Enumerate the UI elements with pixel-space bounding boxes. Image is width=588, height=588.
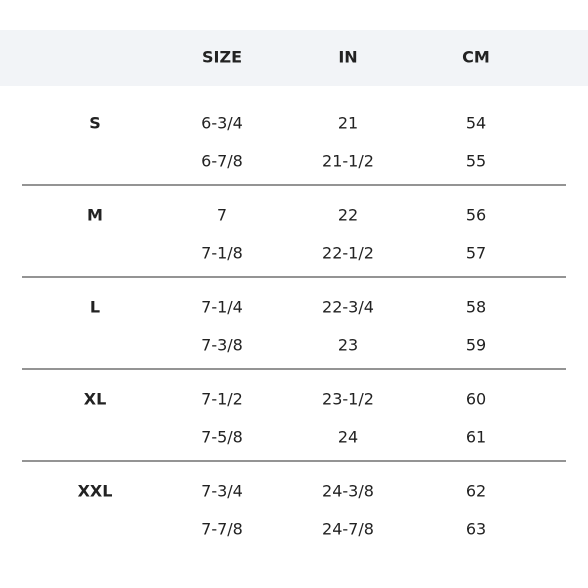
cell: 21 bbox=[338, 114, 358, 133]
header-band bbox=[0, 30, 588, 86]
cell: 23 bbox=[338, 336, 358, 355]
cell: 61 bbox=[466, 428, 486, 447]
cell: 24-3/8 bbox=[322, 482, 374, 501]
size-label: L bbox=[90, 298, 100, 317]
size-label: S bbox=[89, 114, 101, 133]
cell: 7-7/8 bbox=[201, 520, 243, 539]
cell: 6-3/4 bbox=[201, 114, 243, 133]
column-header: IN bbox=[338, 48, 357, 67]
cell: 22-1/2 bbox=[322, 244, 374, 263]
size-label: XL bbox=[84, 390, 107, 409]
cell: 6-7/8 bbox=[201, 152, 243, 171]
cell: 60 bbox=[466, 390, 486, 409]
cell: 23-1/2 bbox=[322, 390, 374, 409]
cell: 63 bbox=[466, 520, 486, 539]
cell: 24 bbox=[338, 428, 358, 447]
cell: 7-5/8 bbox=[201, 428, 243, 447]
cell: 24-7/8 bbox=[322, 520, 374, 539]
cell: 7-1/4 bbox=[201, 298, 243, 317]
size-label: XXL bbox=[78, 482, 113, 501]
cell: 62 bbox=[466, 482, 486, 501]
cell: 56 bbox=[466, 206, 486, 225]
cell: 7-1/8 bbox=[201, 244, 243, 263]
cell: 22 bbox=[338, 206, 358, 225]
size-label: M bbox=[87, 206, 103, 225]
cell: 59 bbox=[466, 336, 486, 355]
column-header: CM bbox=[462, 48, 490, 67]
cell: 7-3/8 bbox=[201, 336, 243, 355]
column-header: SIZE bbox=[202, 48, 242, 67]
cell: 54 bbox=[466, 114, 486, 133]
cell: 22-3/4 bbox=[322, 298, 374, 317]
cell: 55 bbox=[466, 152, 486, 171]
cell: 57 bbox=[466, 244, 486, 263]
cell: 7 bbox=[217, 206, 227, 225]
cell: 58 bbox=[466, 298, 486, 317]
cell: 21-1/2 bbox=[322, 152, 374, 171]
cell: 7-3/4 bbox=[201, 482, 243, 501]
cell: 7-1/2 bbox=[201, 390, 243, 409]
